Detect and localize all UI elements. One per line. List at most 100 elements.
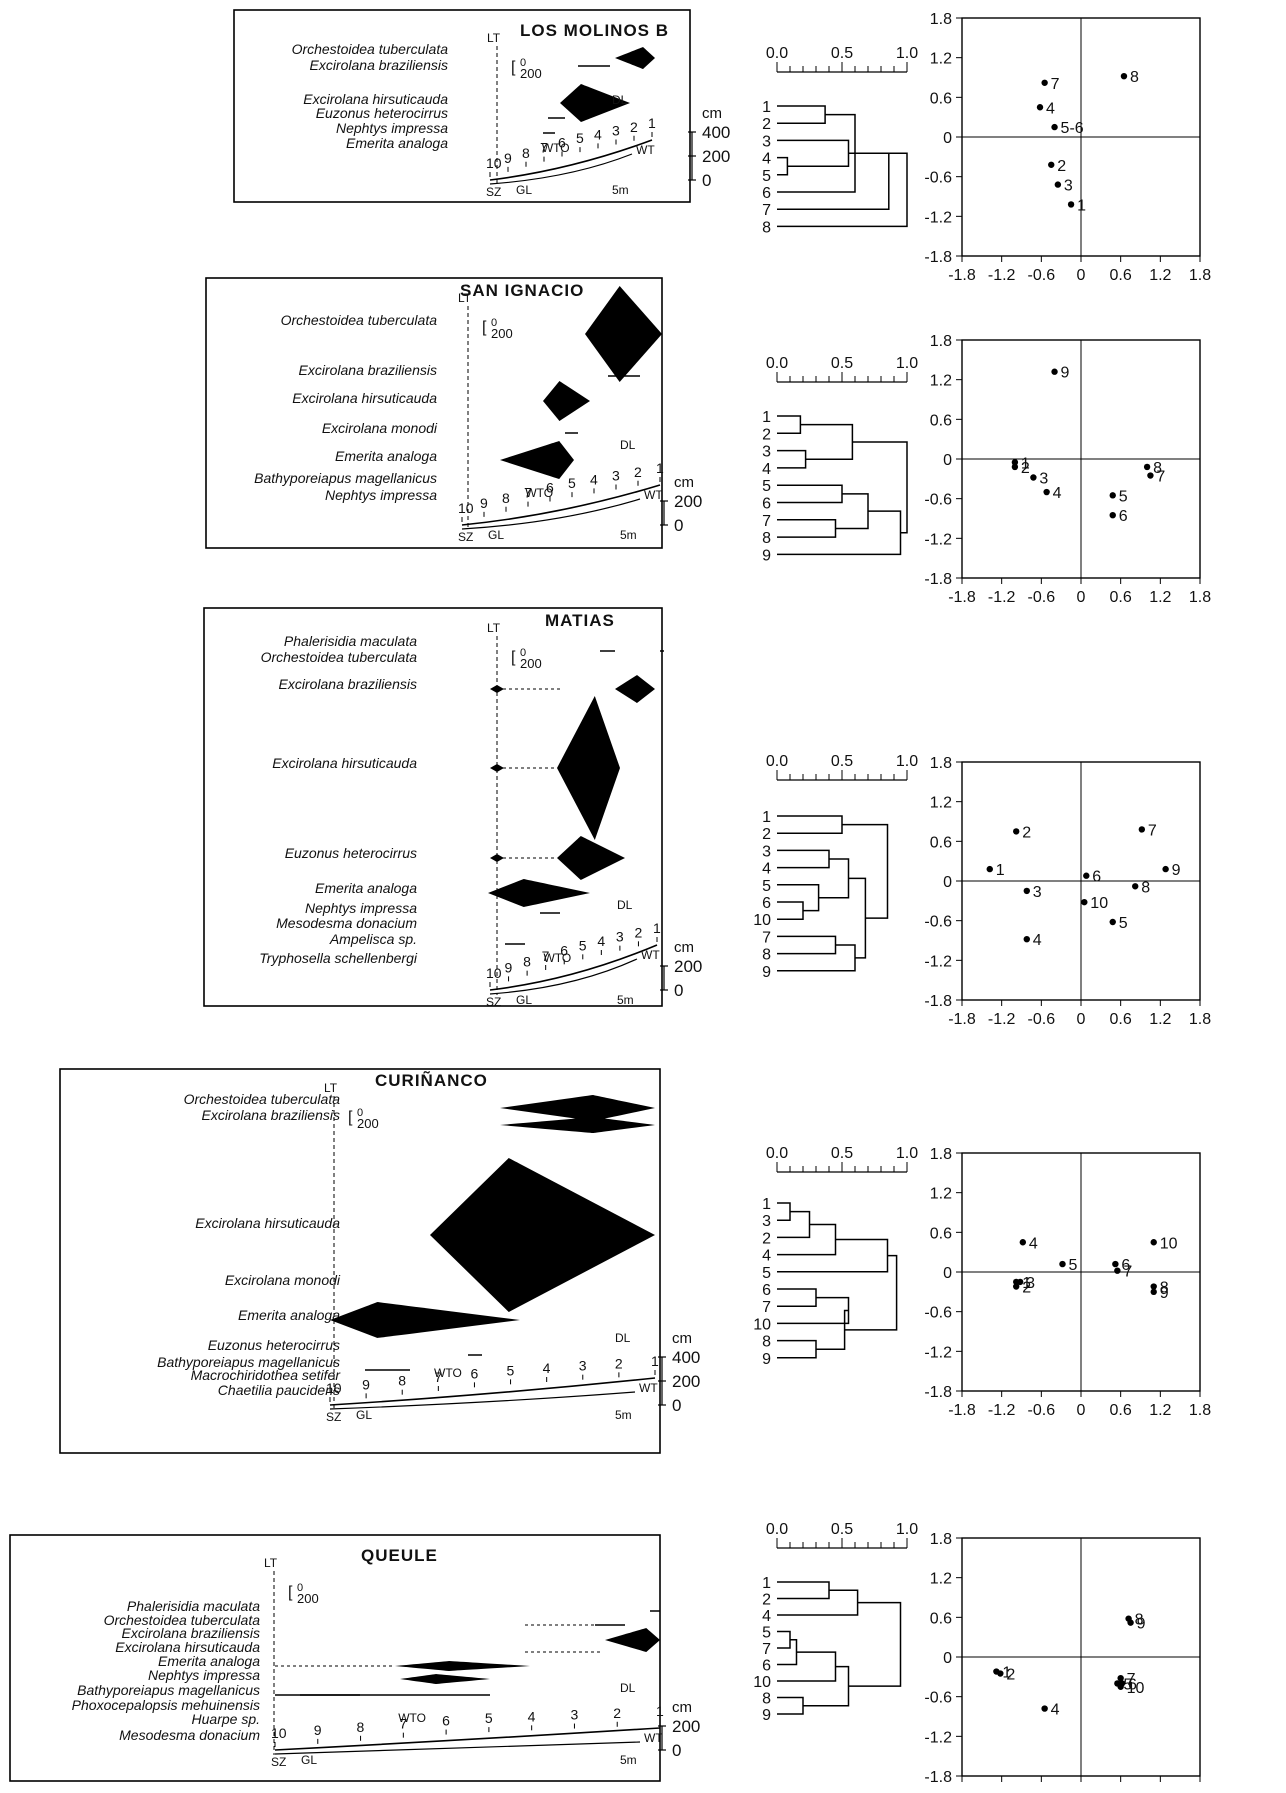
- y-tick-label: -1.8: [924, 993, 952, 1010]
- scale-bottom: 200: [357, 1116, 379, 1131]
- ordination-point: [1150, 1283, 1157, 1290]
- sz-marker: SZ: [458, 530, 473, 544]
- ordination-point: [1081, 898, 1088, 906]
- dendro-tick-label: 0.5: [831, 355, 853, 372]
- ordination-point: [1109, 918, 1116, 926]
- level-number: 4: [528, 1708, 536, 1724]
- level-number: 9: [504, 150, 512, 166]
- dendro-leaf-label: 2: [762, 426, 771, 443]
- x-tick-label: -1.8: [948, 267, 976, 284]
- dendro-link: [777, 935, 837, 955]
- y-tick-label: 0.6: [930, 834, 952, 851]
- gl-marker: GL: [516, 183, 532, 197]
- x-tick-label: 1.8: [1189, 267, 1211, 284]
- point-label: 5: [1119, 488, 1128, 505]
- point-label: 8: [1135, 1612, 1144, 1629]
- dendro-link: [777, 1238, 889, 1273]
- distance-scale: 5m: [617, 993, 634, 1007]
- beach-surface: [489, 944, 658, 991]
- level-number: 8: [523, 954, 531, 970]
- dendro-leaf-label: 4: [762, 1248, 771, 1265]
- scale-top: 0: [357, 1107, 363, 1119]
- dendro-link: [777, 105, 826, 124]
- level-number: 10: [271, 1725, 287, 1741]
- point-label: 8: [1160, 1280, 1169, 1297]
- y-tick-label: 1.8: [930, 755, 952, 772]
- scale-bottom: 200: [520, 656, 542, 671]
- x-tick-label: 0.6: [1110, 1402, 1132, 1419]
- y-tick-label: 0: [943, 452, 952, 469]
- dendro-leaf-label: 2: [762, 826, 771, 843]
- scale-bottom: 200: [520, 66, 542, 81]
- y-tick-label: 0: [943, 1265, 952, 1282]
- level-number: 8: [398, 1373, 406, 1389]
- level-number: 7: [542, 948, 550, 964]
- dendro-link: [848, 1601, 902, 1687]
- site-title: QUEULE: [361, 1546, 438, 1565]
- beach-surface: [461, 484, 661, 526]
- dendro-link: [777, 1696, 804, 1715]
- dendro-tick-label: 0.0: [766, 1521, 788, 1538]
- dendro-link: [777, 156, 789, 176]
- x-tick-label: -1.8: [948, 1402, 976, 1419]
- species-label: Emerita analoga: [346, 135, 448, 151]
- level-number: 1: [656, 460, 664, 476]
- x-tick-label: 1.2: [1149, 589, 1171, 606]
- gl-marker: GL: [356, 1408, 372, 1422]
- y-tick-label: 1.2: [930, 373, 952, 390]
- dendro-leaf-label: 5: [762, 1265, 771, 1282]
- point-label: 5: [1119, 915, 1128, 932]
- species-label: Bathyporeiapus magellanicus: [254, 470, 437, 486]
- dendro-leaf-label: 1: [762, 99, 771, 116]
- point-label: 9: [1172, 862, 1181, 879]
- species-label: Excirolana braziliensis: [309, 57, 448, 73]
- y-tick-label: -1.2: [924, 1729, 952, 1746]
- abundance-kite: [490, 764, 504, 772]
- abundance-kite: [500, 441, 574, 479]
- level-number: 4: [590, 471, 598, 487]
- dendro-leaf-label: 9: [762, 1351, 771, 1368]
- dendro-link: [777, 1589, 859, 1616]
- point-label: 7: [1127, 1671, 1136, 1688]
- water-table: [329, 1391, 636, 1410]
- species-label: Excirolana monodi: [225, 1272, 341, 1288]
- height-tick-label: 200: [702, 147, 730, 166]
- ordination-point: [1043, 488, 1050, 496]
- dendro-leaf-label: 10: [753, 1674, 771, 1691]
- height-tick-label: 400: [672, 1348, 700, 1367]
- abundance-kite: [615, 47, 655, 69]
- dendro-link: [852, 441, 908, 534]
- ordination-point: [1117, 1683, 1124, 1690]
- abundance-kite: [488, 879, 590, 907]
- dendro-tick-label: 1.0: [896, 355, 918, 372]
- dendro-link: [777, 1296, 850, 1325]
- x-tick-label: 0.6: [1110, 1011, 1132, 1028]
- dendro-leaf-label: 7: [762, 202, 771, 219]
- dendro-leaf-label: 9: [762, 547, 771, 564]
- dendro-leaf-label: 5: [762, 168, 771, 185]
- species-label: Phalerisidia maculata: [284, 633, 417, 649]
- species-label: Emerita analoga: [158, 1653, 260, 1669]
- species-label: Excirolana hirsuticauda: [272, 755, 417, 771]
- height-unit: cm: [672, 1699, 692, 1716]
- dendro-link: [777, 415, 802, 435]
- species-label: Excirolana braziliensis: [298, 362, 437, 378]
- species-label: Excirolana braziliensis: [201, 1107, 340, 1123]
- dendro-tick-label: 1.0: [896, 1521, 918, 1538]
- abundance-kite: [605, 1628, 660, 1652]
- abundance-kite: [557, 696, 620, 840]
- y-tick-label: 0.6: [930, 1610, 952, 1627]
- site-title: MATIAS: [545, 611, 615, 630]
- level-number: 10: [486, 155, 502, 171]
- dendro-leaf-label: 6: [762, 185, 771, 202]
- ordination-point: [1112, 1260, 1119, 1268]
- abundance-kite: [543, 381, 590, 421]
- dendro-leaf-label: 6: [762, 895, 771, 912]
- point-label: 9: [1160, 1285, 1169, 1302]
- dendro-leaf-label: 2: [762, 116, 771, 133]
- point-label: 4: [1046, 100, 1055, 117]
- lt-marker: LT: [458, 291, 472, 305]
